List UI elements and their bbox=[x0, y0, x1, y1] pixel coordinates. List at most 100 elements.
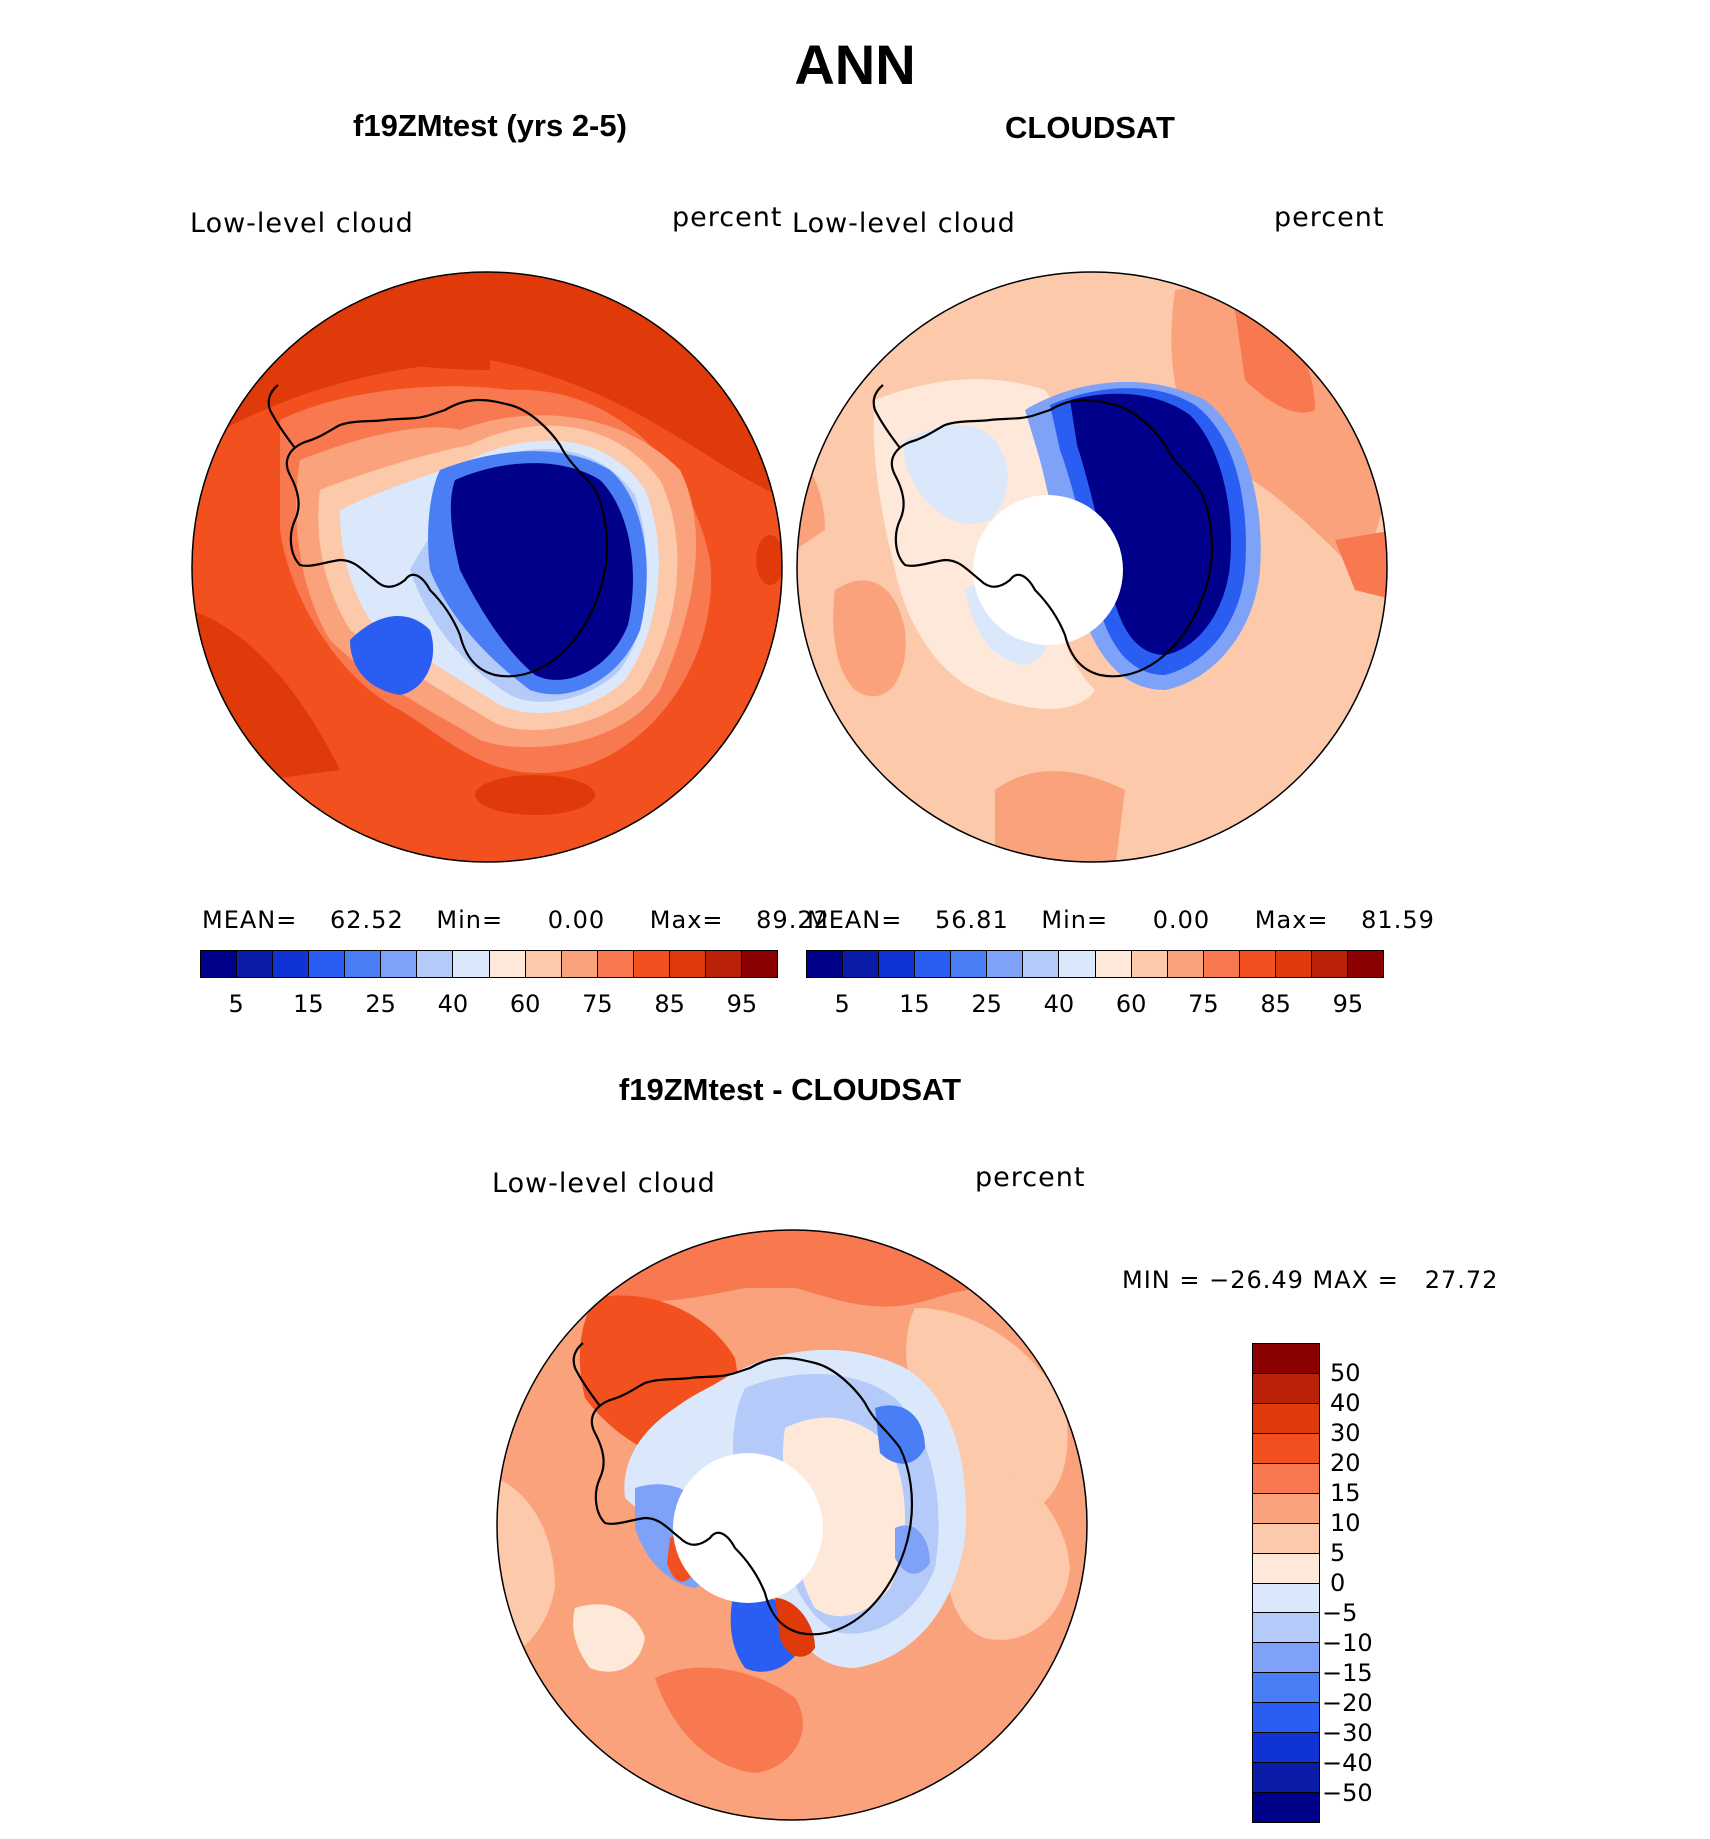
obs-polar-map bbox=[796, 271, 1388, 863]
obs-colorbar-swatch bbox=[915, 951, 952, 977]
diff-colorbar-swatch bbox=[1253, 1613, 1319, 1644]
obs-colorbar-swatch bbox=[1059, 951, 1096, 977]
diff-colorbar-swatch bbox=[1253, 1344, 1319, 1374]
obs-max-value: 81.59 bbox=[1361, 906, 1435, 934]
model-units-label: percent bbox=[672, 202, 783, 233]
diff-colorbar-tick-label: −5 bbox=[1322, 1599, 1358, 1627]
obs-colorbar bbox=[806, 950, 1384, 978]
model-variable-label: Low-level cloud bbox=[190, 208, 414, 239]
diff-colorbar-tick-label: 20 bbox=[1330, 1449, 1361, 1477]
obs-min-label: Min= bbox=[1041, 906, 1109, 934]
obs-colorbar-tick-label: 15 bbox=[899, 990, 930, 1018]
obs-colorbar-tick-label: 75 bbox=[1188, 990, 1219, 1018]
model-colorbar-swatch bbox=[453, 951, 490, 977]
model-max-value: 89.22 bbox=[756, 906, 830, 934]
diff-colorbar-swatch bbox=[1253, 1553, 1319, 1584]
obs-colorbar-ticks: 5 15 25 40 60 75 85 95 bbox=[806, 990, 1384, 1020]
diff-colorbar-tick-label: 40 bbox=[1330, 1389, 1361, 1417]
diff-colorbar-tick-label: −40 bbox=[1322, 1749, 1373, 1777]
diff-colorbar-swatch bbox=[1253, 1463, 1319, 1494]
diff-colorbar-tick-label: −10 bbox=[1322, 1629, 1373, 1657]
model-colorbar-swatch bbox=[669, 951, 706, 977]
obs-colorbar-swatch bbox=[1311, 951, 1348, 977]
diff-colorbar-swatch bbox=[1253, 1643, 1319, 1674]
obs-colorbar-tick-label: 85 bbox=[1260, 990, 1291, 1018]
obs-variable-label: Low-level cloud bbox=[792, 208, 1016, 239]
diff-colorbar-tick-label: 15 bbox=[1330, 1479, 1361, 1507]
model-colorbar-ticks: 5 15 25 40 60 75 85 95 bbox=[200, 990, 778, 1020]
diff-colorbar-tick-label: −15 bbox=[1322, 1659, 1373, 1687]
model-colorbar-tick-label: 85 bbox=[654, 990, 685, 1018]
diff-panel-title: f19ZMtest - CLOUDSAT bbox=[618, 1072, 962, 1107]
obs-stats: MEAN= 56.81 Min= 0.00 Max= 81.59 bbox=[807, 906, 1435, 934]
model-colorbar-tick-label: 25 bbox=[365, 990, 396, 1018]
obs-mean-label: MEAN= bbox=[807, 906, 903, 934]
diff-colorbar-tick-label: 10 bbox=[1330, 1509, 1361, 1537]
obs-colorbar-swatch bbox=[987, 951, 1024, 977]
diff-colorbar-tick-label: 30 bbox=[1330, 1419, 1361, 1447]
obs-colorbar-swatch bbox=[879, 951, 916, 977]
diff-colorbar-tick-label: −50 bbox=[1322, 1779, 1373, 1807]
diff-colorbar-tick-label: 0 bbox=[1330, 1569, 1346, 1597]
obs-colorbar-tick-label: 25 bbox=[971, 990, 1002, 1018]
obs-colorbar-swatch bbox=[843, 951, 880, 977]
model-colorbar-swatch bbox=[633, 951, 670, 977]
diff-colorbar-ticks: 50 40 30 20 15 10 5 0 −5 −10 −15 −20 −30 −40 −50 bbox=[1322, 1343, 1410, 1823]
diff-colorbar-swatch bbox=[1253, 1433, 1319, 1464]
diff-colorbar-swatch bbox=[1253, 1493, 1319, 1524]
model-colorbar-tick-label: 5 bbox=[228, 990, 244, 1018]
diff-colorbar bbox=[1252, 1343, 1320, 1823]
model-min-label: Min= bbox=[436, 906, 504, 934]
model-mean-label: MEAN= bbox=[202, 906, 298, 934]
diff-minmax: MIN = −26.49 MAX = 27.72 bbox=[1122, 1266, 1499, 1294]
obs-colorbar-tick-label: 40 bbox=[1043, 990, 1075, 1018]
model-colorbar-tick-label: 15 bbox=[293, 990, 324, 1018]
model-colorbar-tick-label: 60 bbox=[509, 990, 541, 1018]
diff-units-label: percent bbox=[975, 1162, 1086, 1193]
obs-colorbar-tick-label: 5 bbox=[834, 990, 850, 1018]
diff-colorbar-tick-label: −30 bbox=[1322, 1719, 1373, 1747]
diff-colorbar-swatch bbox=[1253, 1793, 1319, 1822]
model-panel-title: f19ZMtest (yrs 2-5) bbox=[353, 108, 627, 143]
diff-colorbar-swatch bbox=[1253, 1673, 1319, 1704]
obs-max-label: Max= bbox=[1254, 906, 1329, 934]
obs-colorbar-swatch bbox=[1131, 951, 1168, 977]
obs-min-value: 0.00 bbox=[1152, 906, 1211, 934]
figure-title: ANN bbox=[794, 33, 916, 96]
diff-colorbar-tick-label: −20 bbox=[1322, 1689, 1373, 1717]
model-colorbar-swatch bbox=[741, 951, 777, 977]
obs-units-label: percent bbox=[1274, 202, 1385, 233]
diff-colorbar-swatch bbox=[1253, 1523, 1319, 1554]
diff-colorbar-swatch bbox=[1253, 1763, 1319, 1794]
diff-colorbar-tick-label: 5 bbox=[1330, 1539, 1346, 1567]
model-colorbar bbox=[200, 950, 778, 978]
obs-colorbar-tick-label: 60 bbox=[1115, 990, 1147, 1018]
obs-colorbar-swatch bbox=[1023, 951, 1060, 977]
obs-colorbar-swatch bbox=[807, 951, 844, 977]
obs-colorbar-swatch bbox=[1095, 951, 1132, 977]
diff-colorbar-swatch bbox=[1253, 1703, 1319, 1734]
model-colorbar-swatch bbox=[201, 951, 238, 977]
model-colorbar-swatch bbox=[489, 951, 526, 977]
obs-colorbar-swatch bbox=[1347, 951, 1383, 977]
obs-panel-title: CLOUDSAT bbox=[1005, 110, 1175, 145]
diff-colorbar-swatch bbox=[1253, 1373, 1319, 1404]
model-colorbar-swatch bbox=[273, 951, 310, 977]
obs-mean-value: 56.81 bbox=[935, 906, 1009, 934]
diff-colorbar-swatch bbox=[1253, 1733, 1319, 1764]
model-max-label: Max= bbox=[649, 906, 724, 934]
model-colorbar-tick-label: 75 bbox=[582, 990, 613, 1018]
obs-colorbar-swatch bbox=[1203, 951, 1240, 977]
model-colorbar-swatch bbox=[705, 951, 742, 977]
model-colorbar-swatch bbox=[597, 951, 634, 977]
model-colorbar-tick-label: 95 bbox=[726, 990, 758, 1018]
diff-colorbar-swatch bbox=[1253, 1583, 1319, 1614]
model-polar-map bbox=[191, 271, 783, 863]
model-colorbar-swatch bbox=[345, 951, 382, 977]
obs-colorbar-swatch bbox=[1239, 951, 1276, 977]
diff-colorbar-swatch bbox=[1253, 1403, 1319, 1434]
model-mean-value: 62.52 bbox=[330, 906, 404, 934]
diff-polar-map bbox=[496, 1229, 1088, 1821]
obs-colorbar-swatch bbox=[1275, 951, 1312, 977]
obs-colorbar-tick-label: 95 bbox=[1332, 990, 1364, 1018]
